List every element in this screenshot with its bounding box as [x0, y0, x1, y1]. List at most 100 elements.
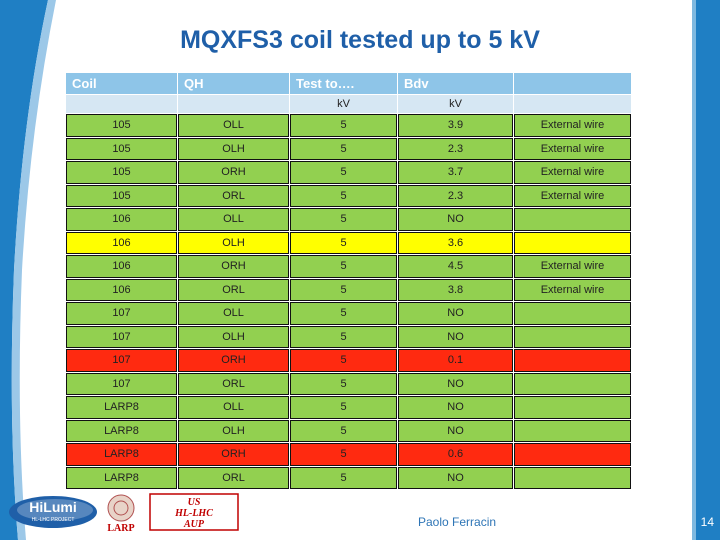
cell-coil: LARP8 — [66, 466, 177, 489]
unit-cell: kV — [398, 95, 513, 113]
cell-bdv: 4.5 — [398, 255, 513, 278]
footer-logos: HiLumi HL-LHC PROJECT LARP US HL-LHC AUP — [8, 490, 248, 540]
larp-logo-text: LARP — [107, 523, 134, 534]
col-header-note — [514, 73, 631, 94]
us-hl-lhc-aup-logo: US HL-LHC AUP — [149, 493, 239, 531]
cell-qh: OLH — [178, 231, 289, 254]
cell-test: 5 — [290, 396, 397, 419]
cell-coil: LARP8 — [66, 443, 177, 466]
cell-test: 5 — [290, 231, 397, 254]
table-row: LARP8 ORH 5 0.6 — [66, 443, 631, 466]
table-row: 105 ORL 5 2.3 External wire — [66, 184, 631, 207]
cell-test: 5 — [290, 208, 397, 231]
cell-qh: OLL — [178, 208, 289, 231]
cell-note — [514, 325, 631, 348]
cell-coil: 105 — [66, 184, 177, 207]
cell-coil: 106 — [66, 231, 177, 254]
col-header-qh: QH — [178, 73, 289, 94]
cell-note: External wire — [514, 137, 631, 160]
cell-test: 5 — [290, 419, 397, 442]
cell-coil: 107 — [66, 325, 177, 348]
cell-bdv: NO — [398, 302, 513, 325]
table-row: 105 OLL 5 3.9 External wire — [66, 114, 631, 137]
cell-note: External wire — [514, 114, 631, 137]
cell-qh: ORH — [178, 161, 289, 184]
unit-cell: kV — [290, 95, 397, 113]
cell-coil: LARP8 — [66, 419, 177, 442]
cell-test: 5 — [290, 184, 397, 207]
unit-cell — [514, 95, 631, 113]
decorative-swoosh — [0, 0, 56, 540]
cell-coil: LARP8 — [66, 396, 177, 419]
cell-coil: 107 — [66, 302, 177, 325]
col-header-bdv: Bdv — [398, 73, 513, 94]
cell-note — [514, 208, 631, 231]
cell-test: 5 — [290, 255, 397, 278]
cell-qh: ORL — [178, 372, 289, 395]
cell-qh: ORH — [178, 443, 289, 466]
cell-test: 5 — [290, 443, 397, 466]
cell-note — [514, 372, 631, 395]
cell-test: 5 — [290, 325, 397, 348]
page-number: 14 — [700, 515, 714, 529]
hilumi-logo-subtext: HL-LHC PROJECT — [32, 517, 75, 523]
cell-note — [514, 302, 631, 325]
cell-qh: ORL — [178, 466, 289, 489]
cell-bdv: 3.8 — [398, 278, 513, 301]
cell-coil: 105 — [66, 161, 177, 184]
aup-logo-line-1: US — [188, 497, 201, 508]
table-row: LARP8 OLH 5 NO — [66, 419, 631, 442]
cell-note — [514, 419, 631, 442]
logos-svg: HiLumi HL-LHC PROJECT LARP US HL-LHC AUP — [9, 493, 239, 534]
cell-coil: 106 — [66, 255, 177, 278]
hilumi-logo: HiLumi HL-LHC PROJECT — [9, 496, 97, 528]
unit-cell — [178, 95, 289, 113]
table-row: 106 ORL 5 3.8 External wire — [66, 278, 631, 301]
cell-bdv: 2.3 — [398, 184, 513, 207]
cell-bdv: 3.9 — [398, 114, 513, 137]
cell-test: 5 — [290, 278, 397, 301]
cell-test: 5 — [290, 114, 397, 137]
cell-bdv: 0.1 — [398, 349, 513, 372]
cell-coil: 107 — [66, 349, 177, 372]
unit-cell — [66, 95, 177, 113]
cell-qh: OLL — [178, 114, 289, 137]
cell-note: External wire — [514, 184, 631, 207]
cell-bdv: 3.7 — [398, 161, 513, 184]
cell-note — [514, 349, 631, 372]
cell-qh: ORH — [178, 349, 289, 372]
cell-test: 5 — [290, 372, 397, 395]
cell-bdv: NO — [398, 466, 513, 489]
table-row: 107 ORH 5 0.1 — [66, 349, 631, 372]
cell-bdv: NO — [398, 396, 513, 419]
decorative-bar-light — [692, 0, 696, 540]
page-title: MQXFS3 coil tested up to 5 kV — [180, 26, 540, 54]
cell-qh: ORH — [178, 255, 289, 278]
cell-note — [514, 466, 631, 489]
decorative-bar — [696, 0, 720, 540]
cell-qh: OLL — [178, 302, 289, 325]
col-header-coil: Coil — [66, 73, 177, 94]
table-row: 106 OLH 5 3.6 — [66, 231, 631, 254]
unit-row: kV kV — [66, 95, 631, 113]
header-row: Coil QH Test to…. Bdv — [66, 73, 631, 94]
cell-bdv: 2.3 — [398, 137, 513, 160]
cell-test: 5 — [290, 466, 397, 489]
cell-test: 5 — [290, 161, 397, 184]
table-row: LARP8 OLL 5 NO — [66, 396, 631, 419]
col-header-test: Test to…. — [290, 73, 397, 94]
cell-note: External wire — [514, 255, 631, 278]
cell-note: External wire — [514, 278, 631, 301]
table-row: LARP8 ORL 5 NO — [66, 466, 631, 489]
cell-coil: 105 — [66, 114, 177, 137]
table-row: 107 OLL 5 NO — [66, 302, 631, 325]
aup-logo-line-3: AUP — [183, 519, 205, 530]
table-row: 106 ORH 5 4.5 External wire — [66, 255, 631, 278]
cell-qh: OLH — [178, 419, 289, 442]
cell-qh: OLH — [178, 325, 289, 348]
cell-note — [514, 443, 631, 466]
aup-logo-line-2: HL-LHC — [174, 508, 213, 519]
larp-logo: LARP — [107, 494, 135, 534]
cell-note — [514, 231, 631, 254]
cell-bdv: 0.6 — [398, 443, 513, 466]
